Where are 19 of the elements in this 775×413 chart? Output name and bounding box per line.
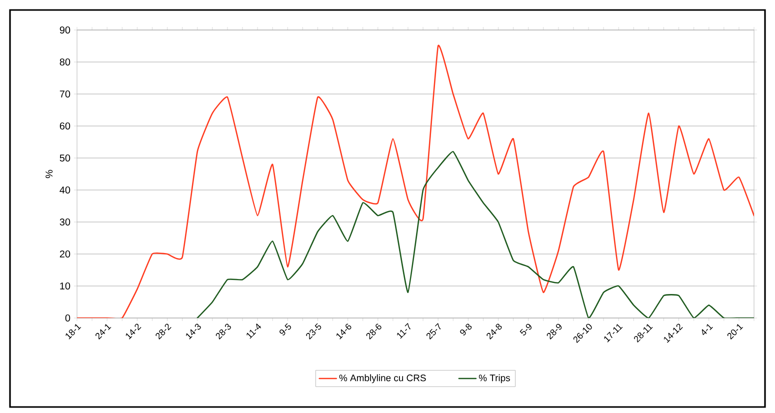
y-tick-label: 50 <box>60 154 70 162</box>
x-tick-label: 9-8 <box>460 324 472 336</box>
y-tick-label: 80 <box>60 58 70 66</box>
x-tick-label: 4-1 <box>702 324 713 336</box>
y-axis-title: % <box>46 170 53 178</box>
y-tick-label: 20 <box>60 250 70 258</box>
legend-label: % Amblyline cu CRS <box>339 374 426 384</box>
line-series <box>196 150 754 318</box>
y-tick-label: 30 <box>60 218 70 226</box>
y-tick-label: 70 <box>60 90 70 98</box>
y-tick-label: 90 <box>60 26 70 34</box>
x-tick-label: 9-5 <box>280 323 292 336</box>
legend-label: % Trips <box>478 374 510 384</box>
y-tick-label: 10 <box>60 282 70 290</box>
y-tick-label: 60 <box>60 122 70 130</box>
x-tick-label: 5-9 <box>520 324 532 336</box>
line-series <box>77 45 754 318</box>
y-tick-label: 40 <box>60 186 70 194</box>
y-tick-label: 0 <box>65 314 70 322</box>
